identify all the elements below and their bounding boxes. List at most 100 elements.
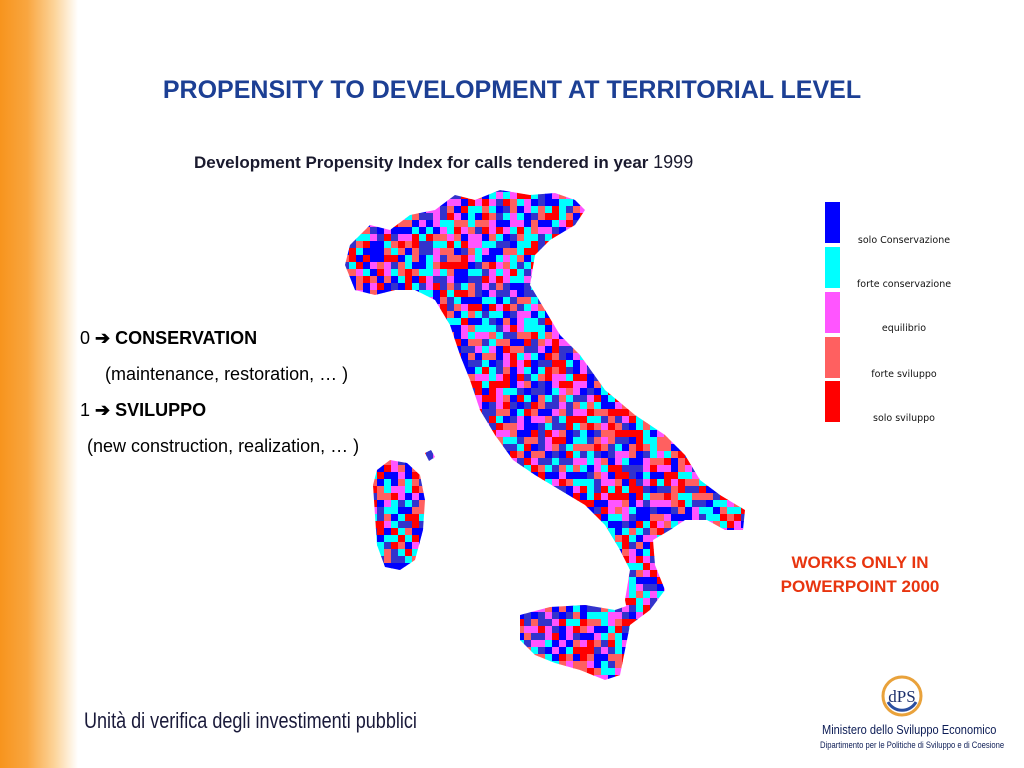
- municipality-cell: [685, 381, 693, 389]
- municipality-cell: [573, 190, 581, 193]
- municipality-cell: [391, 528, 399, 536]
- municipality-cell: [419, 395, 427, 403]
- municipality-cell: [531, 248, 539, 256]
- municipality-cell: [650, 227, 658, 235]
- municipality-cell: [713, 276, 721, 284]
- municipality-cell: [587, 388, 595, 396]
- municipality-cell: [573, 584, 581, 592]
- municipality-cell: [671, 276, 679, 284]
- municipality-cell: [636, 598, 644, 606]
- municipality-cell: [384, 199, 392, 207]
- municipality-cell: [608, 332, 616, 340]
- municipality-cell: [517, 206, 525, 214]
- municipality-cell: [685, 521, 693, 529]
- municipality-cell: [636, 528, 644, 536]
- municipality-cell: [391, 493, 399, 501]
- municipality-cell: [622, 584, 630, 592]
- municipality-cell: [580, 626, 588, 634]
- municipality-cell: [720, 248, 728, 256]
- municipality-cell: [412, 409, 420, 417]
- municipality-cell: [412, 227, 420, 235]
- municipality-cell: [482, 276, 490, 284]
- municipality-cell: [699, 654, 707, 662]
- municipality-cell: [503, 458, 511, 466]
- municipality-cell: [664, 199, 672, 207]
- municipality-cell: [426, 227, 434, 235]
- municipality-cell: [594, 577, 602, 585]
- municipality-cell: [433, 654, 441, 662]
- municipality-cell: [419, 535, 427, 543]
- municipality-cell: [580, 388, 588, 396]
- municipality-cell: [566, 444, 574, 452]
- municipality-cell: [454, 640, 462, 648]
- municipality-cell: [377, 605, 385, 613]
- municipality-cell: [622, 255, 630, 263]
- municipality-cell: [447, 507, 455, 515]
- municipality-cell: [405, 190, 413, 193]
- municipality-cell: [601, 248, 609, 256]
- municipality-cell: [720, 472, 728, 480]
- municipality-cell: [391, 451, 399, 459]
- municipality-cell: [594, 661, 602, 669]
- municipality-cell: [426, 192, 434, 200]
- municipality-cell: [461, 367, 469, 375]
- municipality-cell: [475, 353, 483, 361]
- municipality-cell: [643, 367, 651, 375]
- municipality-cell: [741, 220, 745, 228]
- municipality-cell: [391, 367, 399, 375]
- municipality-cell: [713, 395, 721, 403]
- municipality-cell: [734, 668, 742, 676]
- municipality-cell: [496, 535, 504, 543]
- municipality-cell: [475, 206, 483, 214]
- municipality-cell: [678, 416, 686, 424]
- municipality-cell: [594, 507, 602, 515]
- arrow-icon: ➔: [95, 328, 111, 348]
- municipality-cell: [657, 388, 665, 396]
- municipality-cell: [510, 276, 518, 284]
- municipality-cell: [426, 276, 434, 284]
- municipality-cell: [405, 626, 413, 634]
- municipality-cell: [657, 248, 665, 256]
- municipality-cell: [461, 521, 469, 529]
- municipality-cell: [454, 682, 462, 690]
- municipality-cell: [496, 500, 504, 508]
- municipality-cell: [356, 626, 364, 634]
- municipality-cell: [370, 255, 378, 263]
- municipality-cell: [496, 227, 504, 235]
- municipality-cell: [335, 563, 343, 571]
- municipality-cell: [468, 423, 476, 431]
- municipality-cell: [475, 682, 483, 690]
- municipality-cell: [657, 528, 665, 536]
- municipality-cell: [643, 500, 651, 508]
- municipality-cell: [377, 255, 385, 263]
- municipality-cell: [433, 626, 441, 634]
- municipality-cell: [538, 598, 546, 606]
- municipality-cell: [678, 465, 686, 473]
- municipality-cell: [496, 206, 504, 214]
- municipality-cell: [468, 640, 476, 648]
- municipality-cell: [706, 577, 714, 585]
- municipality-cell: [650, 556, 658, 564]
- municipality-cell: [678, 486, 686, 494]
- municipality-cell: [524, 570, 532, 578]
- municipality-cell: [349, 556, 357, 564]
- municipality-cell: [447, 311, 455, 319]
- municipality-cell: [678, 507, 686, 515]
- municipality-cell: [335, 584, 343, 592]
- municipality-cell: [692, 234, 700, 242]
- municipality-cell: [594, 479, 602, 487]
- municipality-cell: [363, 423, 371, 431]
- municipality-cell: [447, 598, 455, 606]
- municipality-cell: [475, 542, 483, 550]
- municipality-cell: [433, 619, 441, 627]
- municipality-cell: [615, 199, 623, 207]
- municipality-cell: [356, 584, 364, 592]
- municipality-cell: [657, 367, 665, 375]
- municipality-cell: [685, 283, 693, 291]
- municipality-cell: [643, 479, 651, 487]
- municipality-cell: [636, 374, 644, 382]
- municipality-cell: [468, 290, 476, 298]
- municipality-cell: [748, 500, 756, 508]
- municipality-cell: [475, 668, 483, 676]
- municipality-cell: [692, 619, 700, 627]
